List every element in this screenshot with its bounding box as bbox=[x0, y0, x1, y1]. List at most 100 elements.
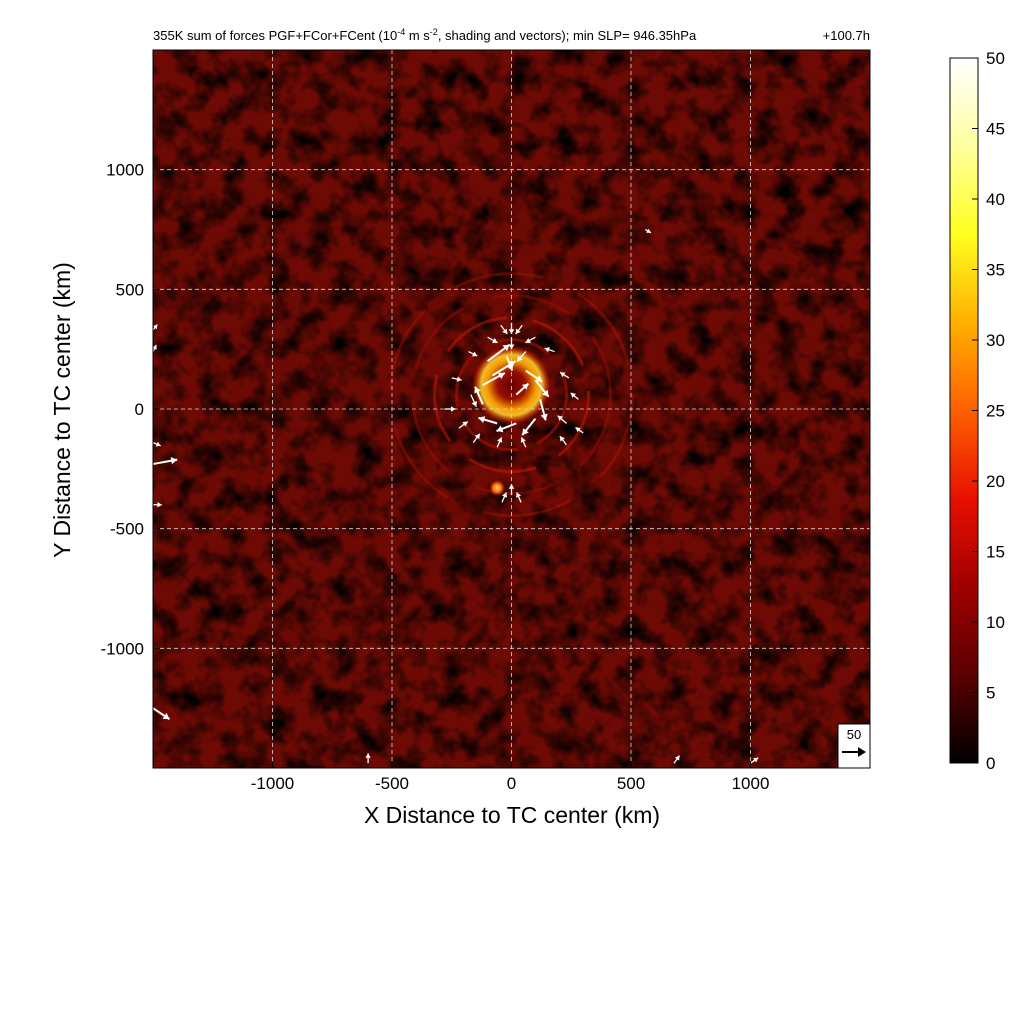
vector-head bbox=[474, 433, 480, 440]
colorbar-tick-label: 45 bbox=[986, 120, 1005, 139]
y-tick-label: -1000 bbox=[101, 639, 144, 658]
force-vector bbox=[516, 492, 522, 503]
force-vector bbox=[645, 228, 652, 234]
vector-head bbox=[170, 457, 178, 465]
force-vector bbox=[544, 347, 555, 353]
y-axis-label: Y Distance to TC center (km) bbox=[49, 262, 75, 558]
vector-head bbox=[496, 425, 504, 433]
vector-head bbox=[544, 347, 550, 353]
vector-head bbox=[508, 344, 515, 350]
vector-head bbox=[515, 328, 521, 335]
force-vector bbox=[508, 484, 515, 496]
force-vector bbox=[153, 324, 158, 331]
vector-head bbox=[157, 502, 162, 508]
vector-head bbox=[450, 406, 456, 412]
vector-head bbox=[162, 712, 170, 720]
force-vector bbox=[673, 755, 681, 764]
vector-head bbox=[365, 753, 371, 758]
x-axis-ticks: -1000 -500 0 500 1000 bbox=[251, 762, 770, 793]
force-vector bbox=[515, 382, 530, 396]
force-vector bbox=[153, 707, 171, 720]
vector-head bbox=[508, 484, 515, 489]
vector-head bbox=[646, 228, 651, 233]
colorbar-tick-label: 15 bbox=[986, 543, 1005, 562]
vector-head bbox=[560, 372, 566, 378]
force-vector bbox=[451, 376, 462, 382]
vector-head bbox=[508, 329, 515, 334]
force-vector bbox=[365, 753, 371, 764]
vector-head bbox=[474, 386, 481, 394]
vector-head bbox=[502, 344, 510, 352]
force-vector bbox=[496, 422, 517, 433]
vector-head bbox=[570, 392, 576, 398]
force-vector bbox=[468, 350, 478, 357]
force-vector bbox=[520, 437, 527, 448]
colorbar-tick-label: 5 bbox=[986, 684, 995, 703]
force-vector bbox=[516, 351, 527, 362]
force-vector bbox=[153, 457, 178, 466]
vector-head bbox=[471, 400, 478, 407]
force-vector bbox=[153, 344, 157, 352]
vector-head bbox=[478, 416, 486, 423]
vector-head bbox=[517, 355, 523, 362]
x-tick-label: 0 bbox=[507, 774, 516, 793]
force-vector bbox=[521, 417, 537, 436]
y-tick-label: 1000 bbox=[106, 161, 144, 180]
force-vector bbox=[534, 379, 550, 398]
colorbar-tick-label: 25 bbox=[986, 402, 1005, 421]
colorbar-tick-label: 35 bbox=[986, 261, 1005, 280]
vector-head bbox=[153, 324, 158, 330]
vector-head bbox=[501, 492, 507, 498]
force-vector bbox=[575, 426, 584, 434]
force-vector bbox=[508, 337, 515, 350]
force-vector bbox=[472, 433, 481, 443]
x-tick-label: 1000 bbox=[732, 774, 770, 793]
vector-head bbox=[540, 413, 548, 421]
eyewall-feature bbox=[470, 344, 553, 426]
force-vector bbox=[539, 399, 548, 421]
force-vector bbox=[525, 336, 536, 344]
colorbar-tick-label: 20 bbox=[986, 472, 1005, 491]
force-vector bbox=[487, 343, 511, 362]
vector-head bbox=[472, 351, 478, 357]
vector-head bbox=[155, 441, 161, 447]
force-vector bbox=[478, 416, 498, 425]
force-vector bbox=[508, 322, 515, 334]
colorbar-tick-label: 40 bbox=[986, 190, 1005, 209]
vector-head bbox=[502, 328, 508, 335]
force-vector bbox=[487, 336, 498, 344]
x-axis-label: X Distance to TC center (km) bbox=[364, 802, 660, 828]
y-tick-label: 0 bbox=[135, 400, 144, 419]
vector-head bbox=[753, 757, 759, 763]
vector-head bbox=[522, 383, 529, 390]
force-vectors bbox=[153, 228, 759, 764]
colorbar-ticks: 0 5 10 15 20 25 30 35 40 45 50 bbox=[972, 49, 1005, 773]
vector-head bbox=[497, 437, 503, 443]
force-vector bbox=[750, 757, 759, 764]
vector-head bbox=[522, 428, 529, 436]
force-vector bbox=[559, 371, 570, 379]
y-tick-label: 500 bbox=[116, 280, 144, 299]
force-vector bbox=[496, 437, 503, 448]
force-vector bbox=[557, 415, 567, 424]
vector-head bbox=[559, 436, 565, 442]
force-vector bbox=[482, 372, 506, 386]
force-vector bbox=[559, 435, 567, 446]
time-label: +100.7h bbox=[823, 28, 870, 43]
vector-head bbox=[674, 755, 680, 761]
force-vector bbox=[515, 324, 523, 335]
force-vector bbox=[500, 324, 508, 335]
x-tick-label: -500 bbox=[375, 774, 409, 793]
force-vector bbox=[470, 394, 478, 408]
y-axis-ticks: 1000 500 0 -500 -1000 bbox=[101, 161, 159, 658]
force-vector bbox=[458, 421, 469, 429]
colorbar: 0 5 10 15 20 25 30 35 40 45 50 bbox=[949, 49, 1005, 773]
y-tick-label: -500 bbox=[110, 520, 144, 539]
force-vector bbox=[570, 392, 579, 400]
force-vector bbox=[525, 369, 543, 383]
colorbar-tick-label: 50 bbox=[986, 49, 1005, 68]
colorbar-tick-label: 30 bbox=[986, 331, 1005, 350]
force-vector bbox=[153, 441, 161, 447]
x-tick-label: 500 bbox=[617, 774, 645, 793]
